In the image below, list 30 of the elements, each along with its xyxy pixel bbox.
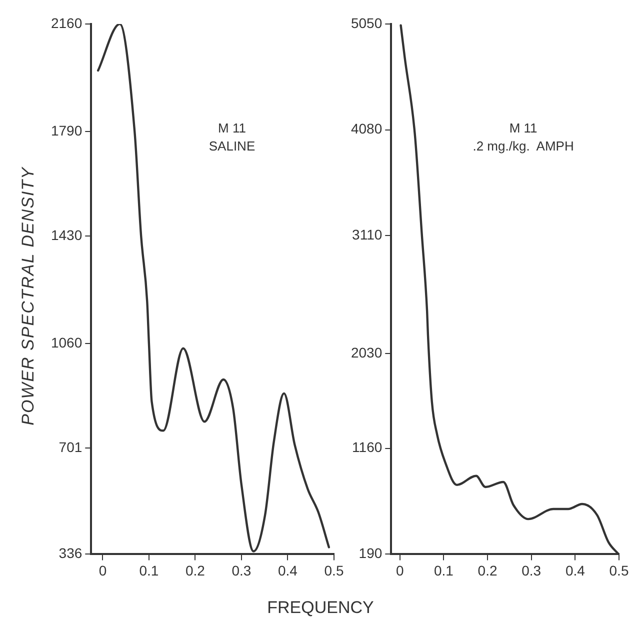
x-tick-label: 0.5 <box>609 562 629 578</box>
y-tick-label: 5050 <box>350 14 382 31</box>
y-tick-label: 1430 <box>50 227 82 244</box>
y-tick-label: 1160 <box>352 439 382 456</box>
annotation: M 11 <box>218 120 246 136</box>
y-tick-label: 1060 <box>50 334 82 351</box>
x-tick-label: 0.1 <box>139 562 159 578</box>
annotation: .2 mg./kg. AMPH <box>472 138 574 154</box>
y-tick-label: 3110 <box>352 226 382 243</box>
y-tick-label: 2160 <box>50 14 82 31</box>
x-tick-label: 0.2 <box>185 562 206 578</box>
y-axis-title: POWER SPECTRAL DENSITY <box>18 166 38 425</box>
y-tick-label: 190 <box>358 545 382 562</box>
x-axis-title: FREQUENCY <box>266 598 375 618</box>
y-tick-label: 1790 <box>50 122 82 138</box>
x-tick-label: 0.3 <box>522 562 542 578</box>
annotation: SALINE <box>208 138 256 154</box>
x-tick-label: 0 <box>396 562 404 578</box>
x-tick-label: 0.2 <box>478 562 498 578</box>
y-tick-label: 2030 <box>350 344 382 360</box>
y-tick-label: 4080 <box>350 120 382 137</box>
x-tick-label: 0.5 <box>324 562 344 578</box>
annotation: M 11 <box>509 120 538 136</box>
x-tick-label: 0.4 <box>565 562 586 578</box>
y-tick-label: 701 <box>58 438 82 455</box>
y-tick-label: 336 <box>58 545 82 562</box>
x-tick-label: 0 <box>98 562 107 578</box>
x-tick-label: 0.3 <box>232 562 252 578</box>
x-tick-label: 0.1 <box>434 562 454 578</box>
x-tick-label: 0.4 <box>278 562 298 578</box>
